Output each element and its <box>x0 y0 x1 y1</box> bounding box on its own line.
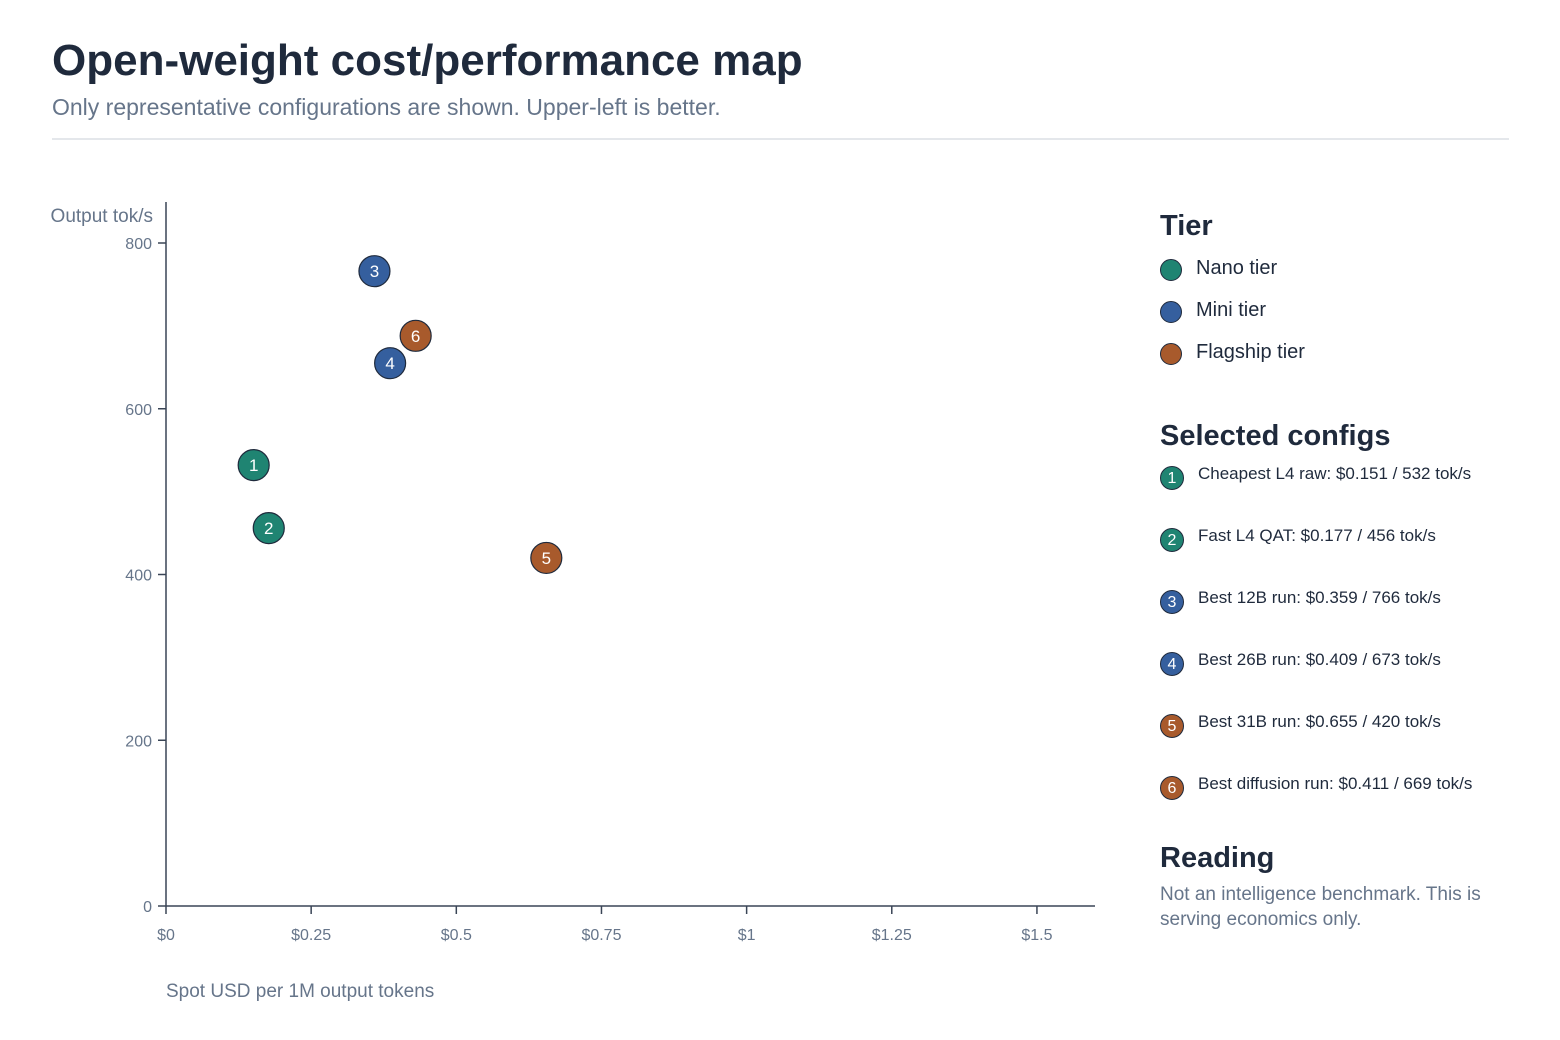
x-tick-label: $0.25 <box>291 927 331 944</box>
x-tick-label: $0 <box>157 927 175 944</box>
config-marker: 2 <box>1160 528 1184 552</box>
config-marker: 5 <box>1160 714 1184 738</box>
config-text: Best 12B run: $0.359 / 766 tok/s <box>1198 588 1441 607</box>
config-marker: 4 <box>1160 652 1184 676</box>
header-divider <box>52 138 1509 140</box>
config-text: Cheapest L4 raw: $0.151 / 532 tok/s <box>1198 464 1472 483</box>
point-label: 4 <box>385 354 394 373</box>
x-tick-label: $1.5 <box>1021 927 1052 944</box>
scatter-chart: 0 200 400 600 800 $0 $0.25 $0.5 $0.75 $1 $1.25 $1.5… <box>51 202 1095 1002</box>
config-text: Best 31B run: $0.655 / 420 tok/s <box>1198 712 1441 731</box>
configs-section: Selected configs <box>1160 420 1520 453</box>
y-tick-label: 200 <box>125 733 152 750</box>
scatter-point-6 <box>399 319 432 352</box>
x-tick-label: $0.75 <box>581 927 621 944</box>
point-label: 3 <box>370 262 379 281</box>
x-axis-title: Spot USD per 1M output tokens <box>166 981 434 1002</box>
page-title: Open-weight cost/performance map <box>52 36 803 85</box>
tier-label: Nano tier <box>1196 257 1278 279</box>
x-tick-label: $1 <box>738 927 756 944</box>
scatter-point-2 <box>252 511 285 545</box>
scatter-point-4 <box>374 347 407 380</box>
config-text: Best 26B run: $0.409 / 673 tok/s <box>1198 650 1441 669</box>
config-text: Best diffusion run: $0.411 / 669 tok/s <box>1198 774 1473 793</box>
tier-legend-section: Tier <box>1160 210 1520 243</box>
reading-title: Reading <box>1160 842 1275 874</box>
scatter-point-5 <box>530 541 563 575</box>
scatter-point-1 <box>237 449 270 482</box>
reading-text: Not an intelligence benchmark. This is s… <box>1160 884 1481 930</box>
point-label: 6 <box>411 327 420 346</box>
point-label: 1 <box>249 456 258 475</box>
tier-swatch-nano <box>1160 259 1182 281</box>
configs-title: Selected configs <box>1160 420 1391 452</box>
page-subtitle: Only representative configurations are s… <box>52 94 721 120</box>
y-tick-label: 600 <box>125 402 152 419</box>
point-label: 2 <box>264 519 273 538</box>
config-marker: 6 <box>1160 776 1184 800</box>
tier-label: Flagship tier <box>1196 341 1305 363</box>
y-tick-label: 800 <box>125 236 152 253</box>
y-tick-label: 0 <box>143 899 152 916</box>
config-marker: 3 <box>1160 590 1184 614</box>
y-axis-title: Output tok/s <box>51 206 153 227</box>
x-tick-label: $0.5 <box>441 927 472 944</box>
tier-swatch-mini <box>1160 301 1182 323</box>
scatter-point-3 <box>358 255 391 288</box>
tier-swatch-flagship <box>1160 343 1182 365</box>
y-tick-label: 400 <box>125 568 152 585</box>
tier-legend-title: Tier <box>1160 210 1213 242</box>
reading-section: Reading <box>1160 842 1520 875</box>
tier-label: Mini tier <box>1196 299 1267 321</box>
x-tick-label: $1.25 <box>872 927 912 944</box>
config-marker: 1 <box>1160 466 1184 490</box>
point-label: 5 <box>542 549 551 568</box>
config-text: Fast L4 QAT: $0.177 / 456 tok/s <box>1198 526 1436 545</box>
